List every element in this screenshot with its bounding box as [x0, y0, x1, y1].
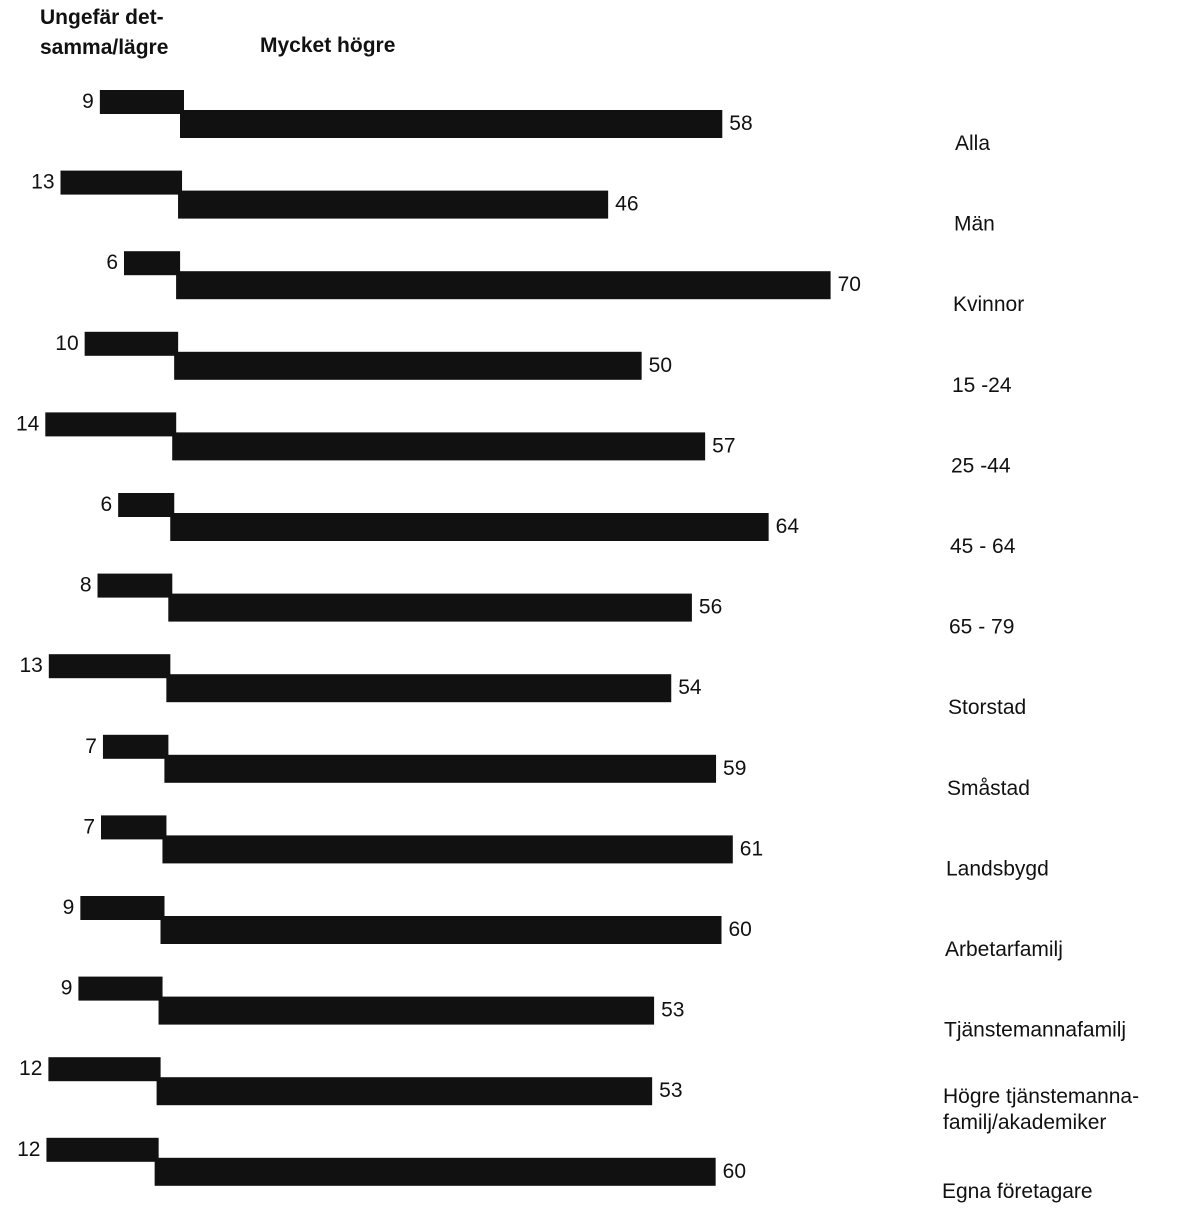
value-label-lower: 9 — [82, 90, 94, 113]
bar-row: 12 53 Högre tjänstemanna-familj/akademiker — [19, 1057, 1139, 1134]
value-label-higher: 70 — [838, 273, 861, 296]
category-label: Egna företagare — [942, 1180, 1093, 1203]
bar-rows: 9 58 Alla 13 46 Män 6 70 Kvinnor 10 50 15 -24 14 57 25… — [16, 90, 1139, 1203]
value-label-higher: 46 — [615, 193, 638, 216]
category-label: Högre tjänstemanna- — [943, 1085, 1139, 1108]
value-label-higher: 60 — [723, 1160, 746, 1183]
value-label-lower: 6 — [100, 493, 112, 516]
value-label-lower: 13 — [31, 171, 54, 194]
bar-row: 14 57 25 -44 — [16, 412, 1011, 477]
bar-row: 8 56 65 - 79 — [80, 573, 1014, 639]
bar-lower — [118, 493, 175, 517]
bar-higher — [178, 190, 609, 219]
category-label: 15 -24 — [952, 374, 1012, 397]
value-label-higher: 56 — [699, 596, 722, 619]
value-label-higher: 59 — [723, 757, 746, 780]
category-label: 45 - 64 — [950, 535, 1016, 558]
value-label-lower: 8 — [80, 574, 92, 597]
value-label-higher: 57 — [712, 434, 735, 457]
left-header-line-1: Ungefär det- — [40, 6, 164, 29]
bar-higher — [154, 1157, 716, 1186]
bar-higher — [174, 351, 642, 380]
bar-higher — [166, 674, 672, 703]
bar-lower — [80, 896, 165, 920]
bar-higher — [156, 1077, 653, 1106]
bar-lower — [97, 573, 173, 598]
value-label-higher: 64 — [776, 515, 800, 538]
value-label-lower: 9 — [61, 977, 73, 1000]
bar-higher — [158, 996, 655, 1025]
category-label: 25 -44 — [951, 454, 1011, 477]
bar-higher — [164, 754, 717, 783]
bar-higher — [172, 432, 706, 461]
value-label-lower: 6 — [106, 251, 118, 274]
category-label: Arbetarfamilj — [945, 938, 1063, 961]
bar-lower — [101, 815, 167, 840]
value-label-lower: 13 — [19, 654, 42, 677]
value-label-higher: 50 — [649, 354, 672, 377]
bar-row: 9 58 Alla — [82, 90, 990, 155]
bar-higher — [170, 513, 769, 541]
category-label: familj/akademiker — [943, 1111, 1106, 1134]
left-header-line-2: samma/lägre — [40, 36, 168, 59]
value-label-higher: 54 — [678, 676, 702, 699]
bar-lower — [48, 654, 171, 679]
bar-row: 12 60 Egna företagare — [17, 1137, 1093, 1203]
bar-row: 9 53 Tjänstemannafamilj — [61, 976, 1126, 1042]
bar-lower — [102, 734, 169, 759]
bar-lower — [48, 1057, 161, 1082]
bar-lower — [78, 976, 163, 1001]
bar-row: 7 59 Småstad — [85, 734, 1030, 800]
bar-lower — [46, 1137, 159, 1162]
category-label: Landsbygd — [946, 857, 1049, 880]
bar-higher — [180, 110, 723, 138]
category-label: Kvinnor — [953, 293, 1024, 316]
bar-row: 13 54 Storstad — [19, 654, 1026, 719]
bar-row: 13 46 Män — [31, 170, 995, 236]
bar-lower — [60, 170, 183, 195]
value-label-higher: 53 — [661, 999, 684, 1022]
value-label-lower: 12 — [19, 1057, 42, 1080]
bar-row: 6 70 Kvinnor — [106, 251, 1024, 316]
bar-lower — [84, 331, 179, 356]
value-label-lower: 14 — [16, 412, 40, 435]
category-label: Tjänstemannafamilj — [944, 1019, 1126, 1042]
bar-higher — [160, 916, 722, 944]
bar-higher — [176, 271, 831, 300]
bar-higher — [162, 835, 733, 864]
bar-lower — [99, 90, 184, 114]
bar-row: 7 61 Landsbygd — [83, 815, 1049, 880]
value-label-lower: 10 — [55, 332, 78, 355]
bar-lower — [124, 251, 181, 276]
value-label-lower: 12 — [17, 1138, 40, 1161]
bar-row: 6 64 45 - 64 — [100, 493, 1016, 558]
value-label-lower: 9 — [63, 896, 75, 919]
bar-row: 9 60 Arbetarfamilj — [63, 896, 1063, 961]
value-label-higher: 60 — [729, 918, 752, 941]
category-label: Män — [954, 213, 995, 236]
category-label: Småstad — [947, 777, 1030, 800]
bar-row: 10 50 15 -24 — [55, 331, 1012, 397]
value-label-lower: 7 — [83, 815, 95, 838]
category-label: Storstad — [948, 696, 1026, 719]
value-label-higher: 53 — [659, 1079, 682, 1102]
value-label-higher: 61 — [740, 837, 763, 860]
right-header: Mycket högre — [260, 34, 395, 57]
value-label-lower: 7 — [85, 735, 97, 758]
category-label: Alla — [955, 132, 990, 155]
category-label: 65 - 79 — [949, 616, 1014, 639]
value-label-higher: 58 — [729, 112, 752, 135]
bar-lower — [45, 412, 177, 437]
bar-higher — [168, 593, 692, 622]
